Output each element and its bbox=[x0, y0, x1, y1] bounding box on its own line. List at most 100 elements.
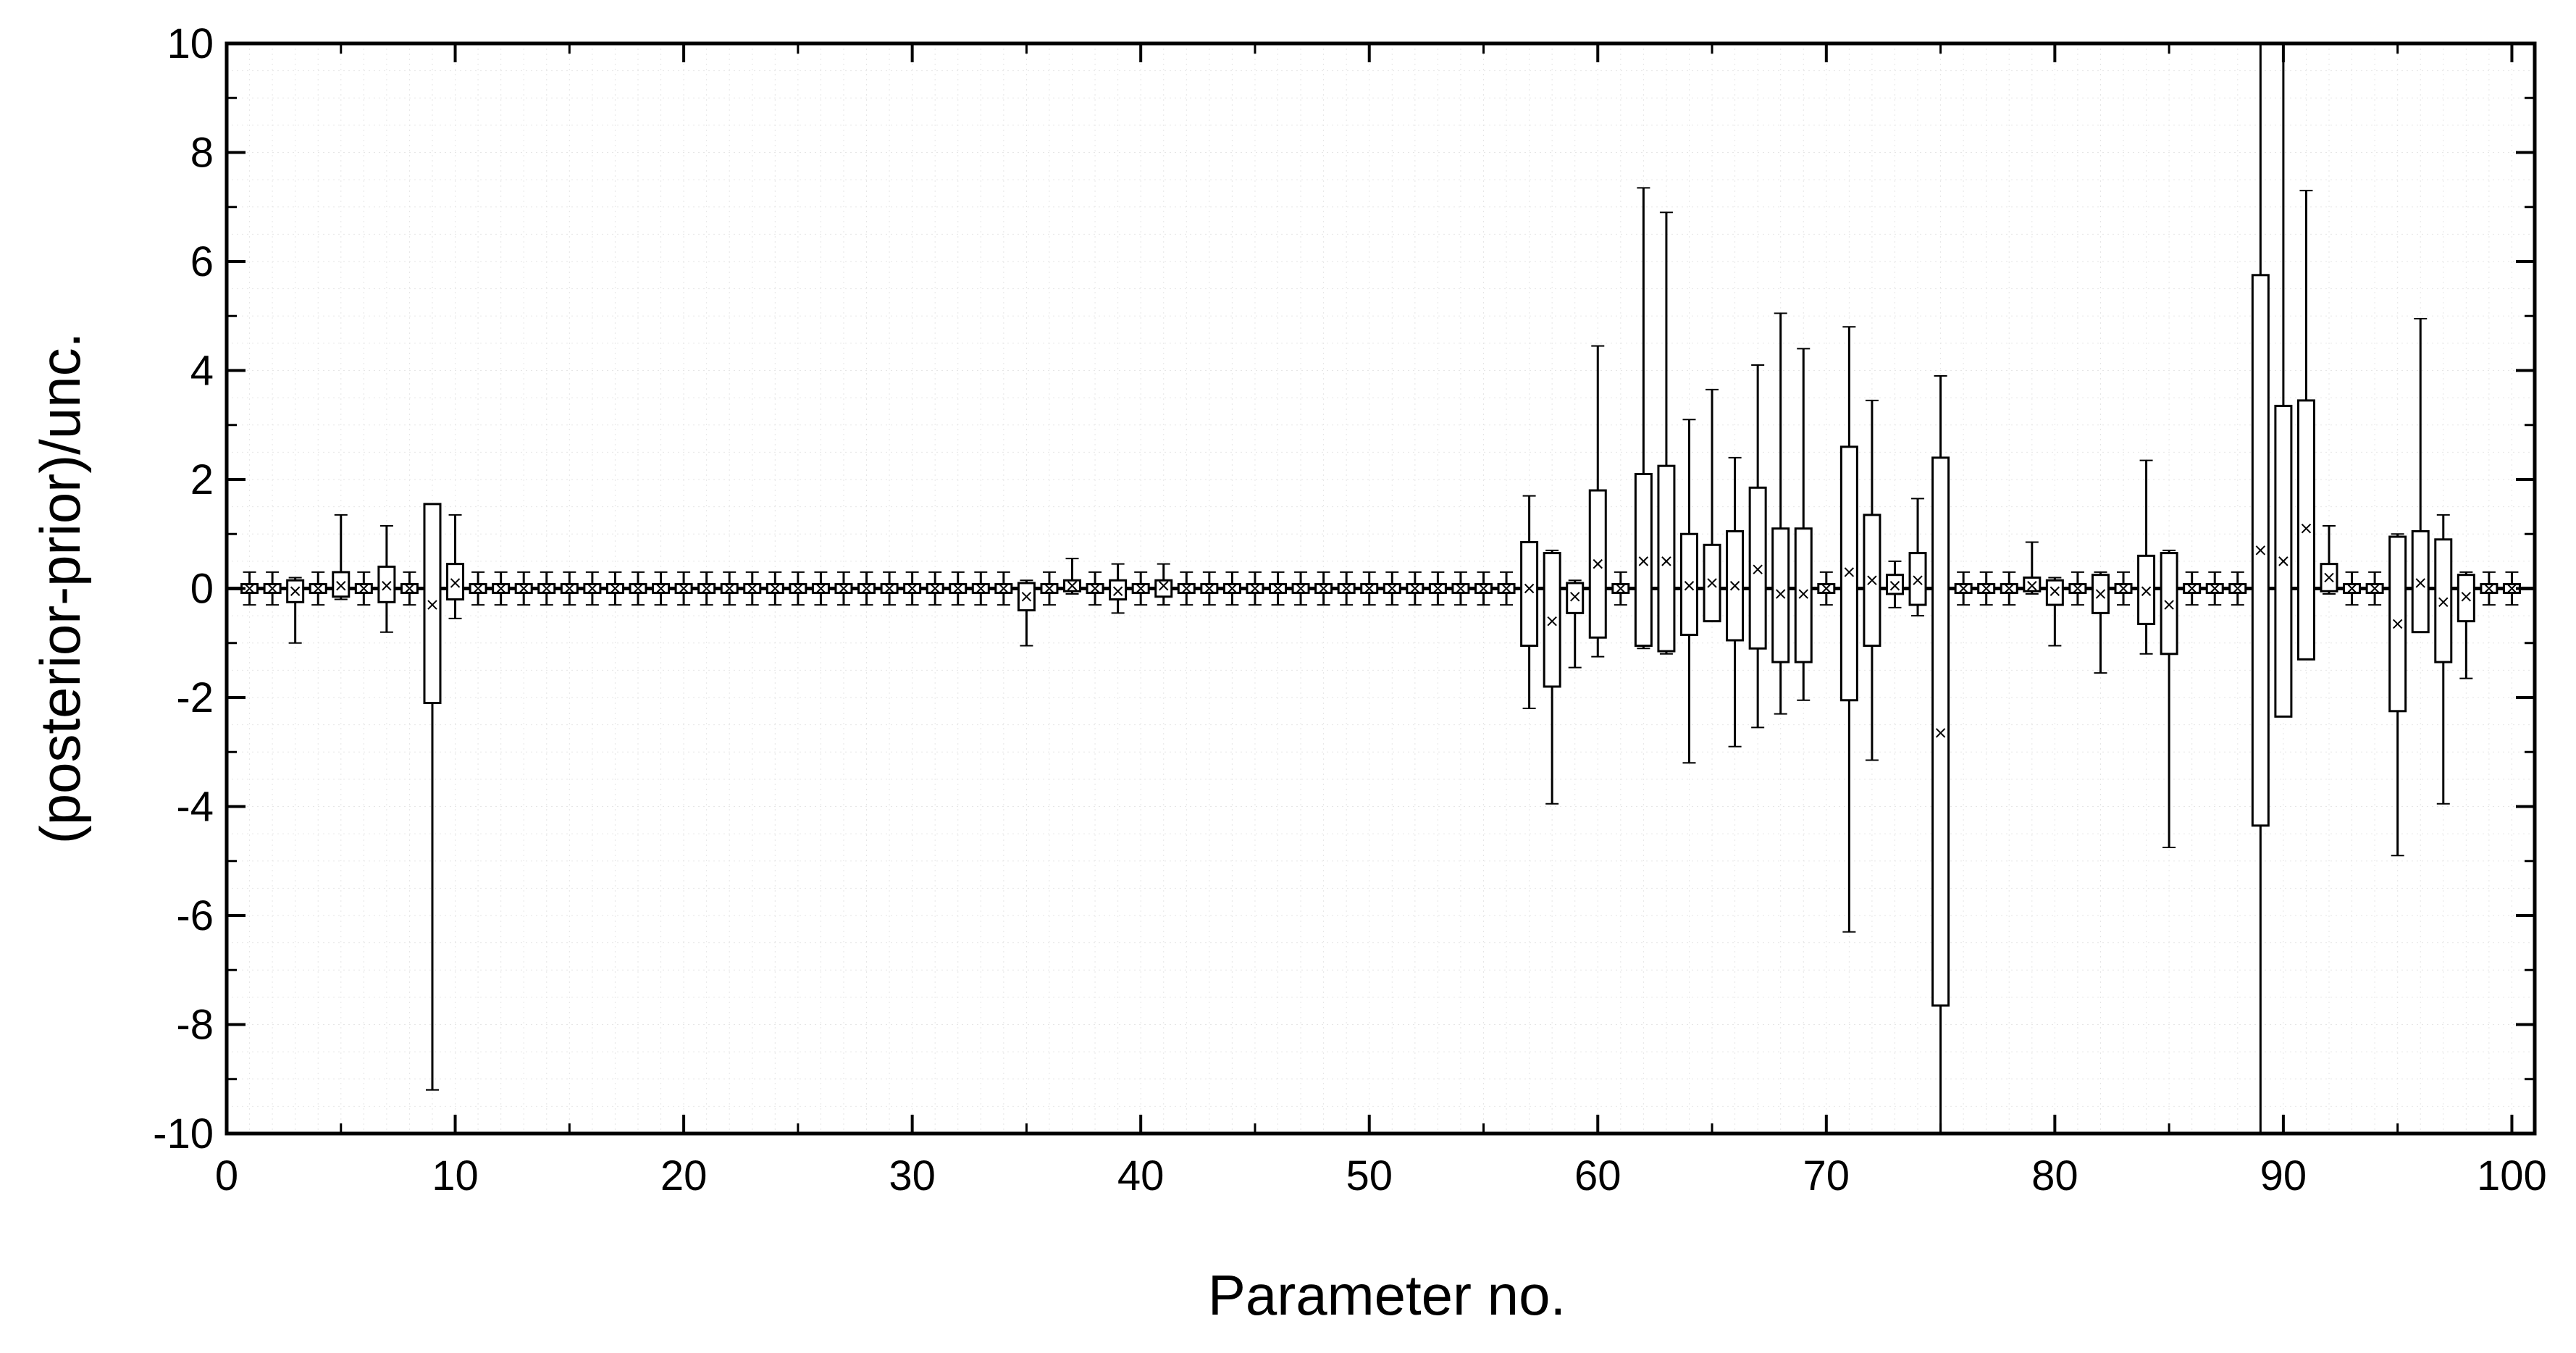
box-plot-16 bbox=[583, 571, 602, 606]
mean-marker bbox=[1729, 581, 1740, 591]
box-plot-68 bbox=[1771, 312, 1790, 715]
box-plot-6 bbox=[354, 571, 373, 606]
mean-marker bbox=[1593, 558, 1603, 569]
box-plot-94 bbox=[2365, 571, 2384, 606]
box-plot-11 bbox=[469, 571, 487, 606]
box-iqr bbox=[1566, 582, 1585, 614]
box-plot-78 bbox=[2000, 571, 2018, 606]
mean-marker bbox=[1867, 575, 1877, 585]
box-plot-42 bbox=[1177, 571, 1196, 606]
box-plot-88 bbox=[2228, 571, 2247, 606]
box-iqr bbox=[377, 565, 396, 603]
mean-marker bbox=[2438, 597, 2449, 608]
x-tick-label: 10 bbox=[432, 1152, 479, 1199]
y-tick-label: -4 bbox=[176, 784, 214, 831]
box-plot-95 bbox=[2388, 533, 2407, 857]
mean-marker bbox=[1387, 583, 1397, 594]
mean-marker bbox=[2164, 600, 2174, 610]
box-plot-38 bbox=[1086, 571, 1104, 606]
box-iqr bbox=[1679, 532, 1698, 636]
box-plot-67 bbox=[1748, 364, 1767, 729]
box-plot-84 bbox=[2137, 459, 2156, 655]
box-plot-34 bbox=[994, 571, 1013, 606]
y-tick-label: 2 bbox=[190, 456, 214, 503]
mean-marker bbox=[313, 583, 323, 594]
mean-marker bbox=[519, 583, 529, 594]
box-iqr bbox=[1771, 527, 1790, 663]
mean-marker bbox=[655, 583, 666, 594]
box-plot-13 bbox=[514, 571, 533, 606]
mean-marker bbox=[2141, 586, 2152, 596]
mean-marker bbox=[2278, 556, 2288, 566]
mean-marker bbox=[1021, 592, 1032, 602]
mean-marker bbox=[1570, 592, 1580, 602]
mean-marker bbox=[382, 581, 392, 591]
box-iqr bbox=[1839, 445, 1858, 702]
mean-marker bbox=[1524, 583, 1535, 594]
mean-marker bbox=[701, 583, 712, 594]
mean-marker bbox=[473, 583, 483, 594]
box-plot-58 bbox=[1543, 549, 1561, 805]
box-plot-93 bbox=[2343, 571, 2362, 606]
y-tick-label: -8 bbox=[176, 1002, 214, 1049]
mean-marker bbox=[1318, 583, 1329, 594]
box-plot-43 bbox=[1200, 571, 1219, 606]
mean-marker bbox=[2370, 583, 2380, 594]
y-tick-label: -2 bbox=[176, 674, 214, 721]
mean-marker bbox=[450, 578, 461, 588]
mean-marker bbox=[2392, 619, 2403, 629]
x-axis-title: Parameter no. bbox=[1208, 1263, 1566, 1327]
box-iqr bbox=[1634, 472, 1653, 648]
box-plot-76 bbox=[1954, 571, 1973, 606]
mean-marker bbox=[1044, 583, 1054, 594]
box-iqr bbox=[2045, 579, 2064, 606]
x-tick-label: 100 bbox=[2477, 1152, 2547, 1199]
box-plot-31 bbox=[926, 571, 944, 606]
box-iqr bbox=[446, 563, 465, 601]
mean-marker bbox=[358, 583, 369, 594]
mean-marker bbox=[1981, 583, 1992, 594]
box-plot-49 bbox=[1337, 571, 1356, 606]
mean-marker bbox=[793, 583, 803, 594]
mean-marker bbox=[1478, 583, 1489, 594]
mean-marker bbox=[1136, 583, 1146, 594]
mean-marker bbox=[2027, 581, 2037, 591]
box-plot-60 bbox=[1588, 345, 1607, 658]
box-plot-55 bbox=[1474, 571, 1493, 606]
mean-marker bbox=[1684, 581, 1695, 591]
box-plot-25 bbox=[789, 571, 807, 606]
box-plot-32 bbox=[949, 571, 968, 606]
grid-layer bbox=[227, 43, 2535, 1134]
box-plot-17 bbox=[605, 571, 624, 606]
box-plot-69 bbox=[1794, 348, 1813, 701]
box-iqr bbox=[1908, 552, 1927, 606]
box-plot-86 bbox=[2183, 571, 2202, 606]
box-plot-52 bbox=[1406, 571, 1425, 606]
box-plot-14 bbox=[537, 571, 556, 606]
box-plot-83 bbox=[2114, 571, 2133, 606]
mean-marker bbox=[2186, 583, 2197, 594]
mean-marker bbox=[2461, 592, 2472, 602]
box-plot-45 bbox=[1246, 571, 1264, 606]
box-plot-23 bbox=[743, 571, 762, 606]
x-tick-label: 30 bbox=[889, 1152, 936, 1199]
y-tick-label: 0 bbox=[190, 566, 214, 613]
box-iqr bbox=[1931, 456, 1950, 1007]
box-plot-57 bbox=[1520, 495, 1539, 710]
mean-marker bbox=[2506, 583, 2517, 594]
mean-marker bbox=[1456, 583, 1466, 594]
mean-marker bbox=[1935, 728, 1946, 738]
mean-marker bbox=[1913, 575, 1923, 585]
y-tick-label: -10 bbox=[153, 1110, 214, 1157]
mean-marker bbox=[1112, 586, 1123, 596]
box-plot-54 bbox=[1451, 571, 1470, 606]
box-plot-70 bbox=[1817, 571, 1836, 606]
box-plot-77 bbox=[1977, 571, 1996, 606]
box-plot-37 bbox=[1063, 558, 1082, 595]
box-plot-21 bbox=[697, 571, 716, 606]
mean-marker bbox=[1958, 583, 1968, 594]
mean-marker bbox=[2095, 589, 2106, 599]
mean-marker bbox=[1250, 583, 1260, 594]
x-tick-label: 70 bbox=[1803, 1152, 1850, 1199]
